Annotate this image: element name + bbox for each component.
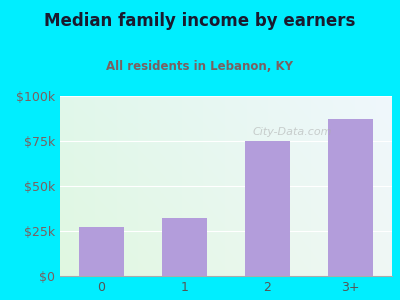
Bar [162, 218, 207, 276]
Bar [245, 141, 290, 276]
Bar [79, 227, 124, 276]
Text: All residents in Lebanon, KY: All residents in Lebanon, KY [106, 60, 294, 73]
Text: Median family income by earners: Median family income by earners [44, 12, 356, 30]
Text: City-Data.com: City-Data.com [253, 127, 332, 137]
Bar [328, 119, 373, 276]
